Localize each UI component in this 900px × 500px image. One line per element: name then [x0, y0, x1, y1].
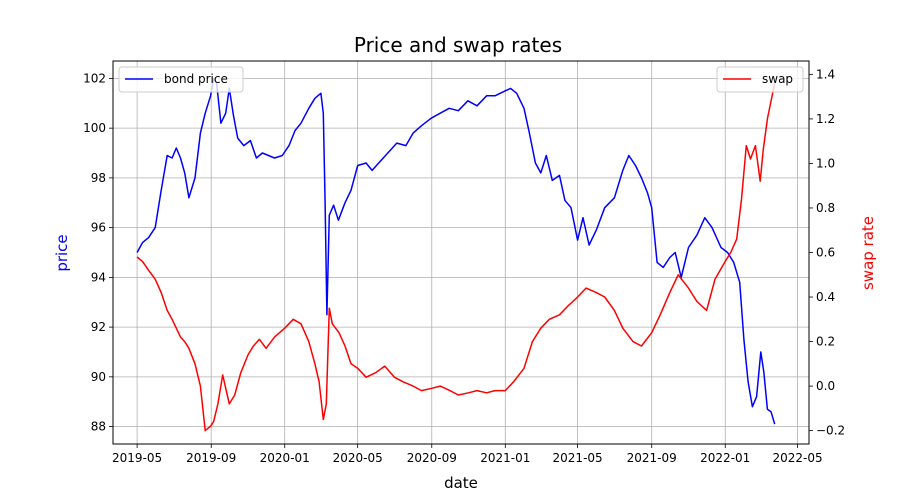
x-tick-label: 2019-09 [186, 451, 236, 465]
series-line-bond-price [136, 77, 776, 425]
y-right-tick-label: 0.0 [816, 379, 835, 393]
x-tick-label: 2020-09 [407, 451, 457, 465]
y-left-tick-label: 90 [91, 370, 106, 384]
y-axis-right: −0.2 0.0 0.2 0.4 0.6 0.8 1.0 1.2 1.4 [809, 67, 845, 438]
x-tick-label: 2022-05 [772, 451, 822, 465]
y-left-tick-label: 88 [91, 420, 106, 434]
legend-left-box [118, 66, 244, 93]
x-tick-label: 2020-01 [260, 451, 310, 465]
y-left-tick-label: 98 [91, 171, 106, 185]
x-tick-label: 2021-05 [553, 451, 603, 465]
legend-bond-price: bond price [118, 66, 244, 93]
y-right-tick-label: 0.6 [816, 246, 835, 260]
y-axis-left: 88 90 92 94 96 98 100 102 [83, 71, 113, 434]
legend-swap-label: swap [762, 72, 793, 86]
y-right-tick-label: 0.2 [816, 335, 835, 349]
legend-swap: swap [716, 66, 804, 93]
y-right-tick-label: 1.0 [816, 156, 835, 170]
x-axis-label: date [444, 474, 478, 492]
x-tick-label: 2022-01 [700, 451, 750, 465]
y-left-tick-label: 100 [83, 121, 106, 135]
y-left-tick-label: 94 [91, 270, 106, 284]
series-layer [136, 77, 776, 432]
series-line-swap [136, 83, 776, 432]
y-left-tick-label: 92 [91, 320, 106, 334]
grid-lines [113, 61, 809, 444]
plot-frame [112, 60, 810, 445]
y-right-tick-label: 1.4 [816, 67, 835, 81]
y-left-tick-label: 96 [91, 221, 106, 235]
x-tick-label: 2019-05 [112, 451, 162, 465]
y-left-tick-label: 102 [83, 71, 106, 85]
y-right-tick-label: 1.2 [816, 112, 835, 126]
chart-title: Price and swap rates [354, 33, 562, 57]
legend-right-box [716, 66, 804, 93]
y-right-tick-label: 0.4 [816, 290, 835, 304]
y-right-tick-label: 0.8 [816, 201, 835, 215]
x-tick-label: 2021-09 [627, 451, 677, 465]
y-axis-right-label: swap rate [859, 216, 877, 290]
y-axis-left-label: price [53, 234, 71, 271]
y-right-tick-label: −0.2 [816, 424, 845, 438]
x-axis: 2019-05 2019-09 2020-01 2020-05 2020-09 2021-… [112, 444, 823, 465]
x-tick-label: 2020-05 [333, 451, 383, 465]
x-tick-label: 2021-01 [480, 451, 530, 465]
legend-bond-price-label: bond price [164, 72, 228, 86]
